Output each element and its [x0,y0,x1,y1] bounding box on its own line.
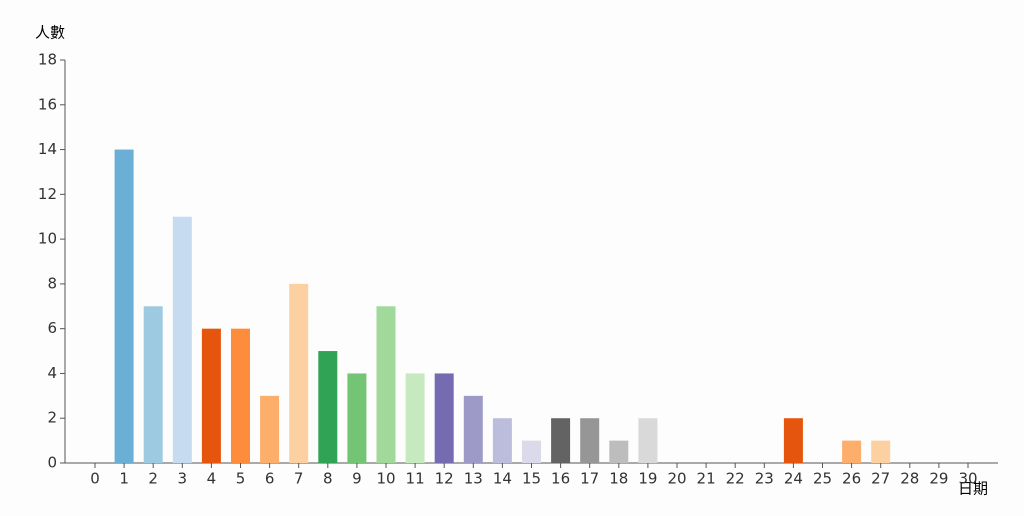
bar [463,395,483,463]
y-tick-label: 2 [47,409,57,427]
x-tick-label: 3 [178,470,188,488]
bar [260,395,280,463]
y-tick-label: 10 [38,230,57,248]
bar [114,149,134,464]
bar [842,440,862,463]
y-tick-label: 14 [38,140,57,158]
x-tick-label: 8 [323,470,333,488]
x-tick-label: 11 [406,470,425,488]
x-tick-label: 18 [609,470,628,488]
y-tick-label: 6 [47,319,57,337]
bar [231,328,250,463]
x-tick-label: 9 [352,470,362,488]
x-tick-label: 12 [435,470,454,488]
bar [551,418,571,463]
x-tick-label: 4 [207,470,217,488]
y-tick-label: 16 [38,95,57,113]
bar [143,306,163,463]
x-tick-label: 6 [265,470,275,488]
bar [172,216,192,463]
x-tick-label: 13 [464,470,483,488]
x-tick-label: 16 [551,470,570,488]
bar [434,373,454,463]
bar [492,418,512,463]
x-tick-label: 2 [148,470,158,488]
x-tick-label: 20 [667,470,686,488]
x-tick-label: 15 [522,470,541,488]
x-tick-label: 28 [900,470,919,488]
y-tick-label: 18 [38,51,57,69]
x-tick-label: 27 [871,470,890,488]
bar [638,418,658,463]
bar [201,328,221,463]
x-tick-label: 29 [929,470,948,488]
y-tick-label: 4 [47,364,57,382]
y-tick-label: 0 [47,454,57,472]
x-tick-label: 14 [493,470,512,488]
bar [376,306,396,463]
x-tick-label: 0 [90,470,100,488]
x-tick-label: 17 [580,470,599,488]
x-tick-label: 10 [376,470,395,488]
bar [347,373,367,463]
x-tick-label: 22 [726,470,745,488]
bar [405,373,425,463]
x-tick-label: 26 [842,470,861,488]
x-tick-label: 5 [236,470,246,488]
bar [289,283,309,463]
bar [871,440,891,463]
x-tick-label: 7 [294,470,304,488]
bar [522,440,541,463]
x-tick-label: 25 [813,470,832,488]
bar [580,418,600,463]
x-tick-label: 21 [697,470,716,488]
x-tick-label: 30 [958,470,977,488]
y-tick-label: 8 [47,274,57,292]
x-tick-label: 1 [119,470,129,488]
bar [783,418,803,463]
x-tick-label: 19 [638,470,657,488]
x-axis-label: 日期 [958,480,988,498]
bar [318,351,338,463]
x-tick-label: 24 [784,470,803,488]
y-axis-label: 人數 [35,24,65,42]
x-tick-label: 23 [755,470,774,488]
bar [609,440,629,463]
y-tick-label: 12 [38,185,57,203]
